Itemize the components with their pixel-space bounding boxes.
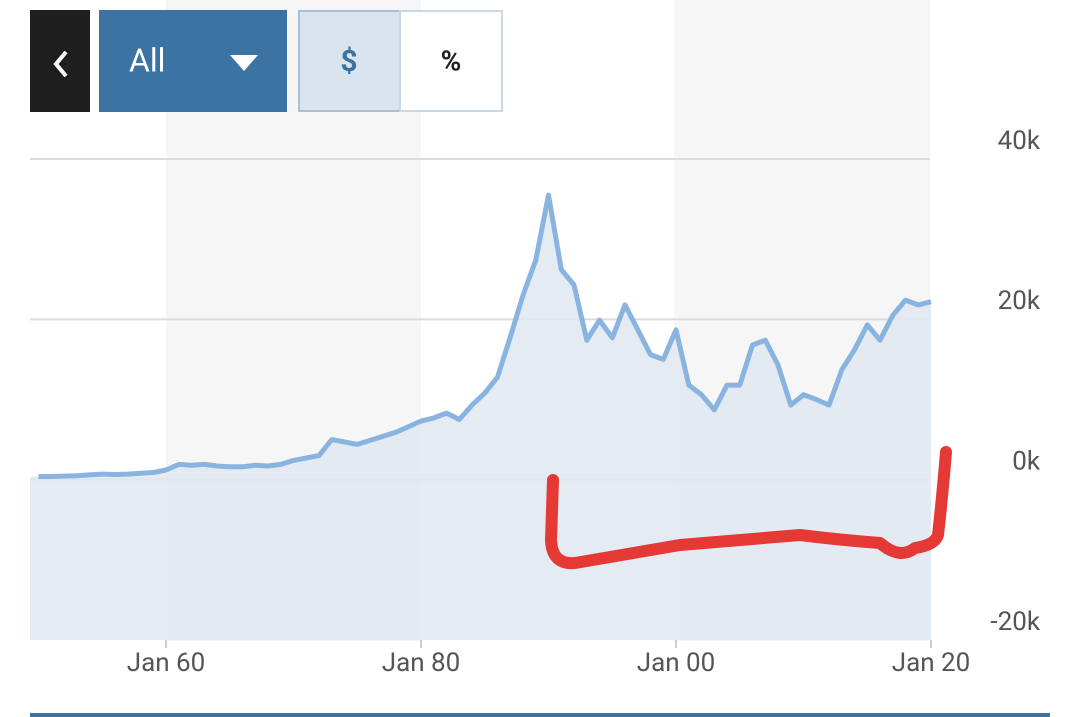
- dollar-label: $: [340, 44, 357, 79]
- back-icon: [53, 50, 68, 78]
- bottom-rule: [30, 713, 1050, 717]
- range-dropdown[interactable]: [99, 10, 287, 112]
- x-tick-label: Jan 60: [127, 648, 206, 678]
- percent-toggle[interactable]: [399, 10, 503, 112]
- dropdown-arrow: [230, 55, 258, 71]
- line: [38, 192, 932, 479]
- percent-label: %: [441, 44, 462, 77]
- y-tick-label: -20k: [990, 607, 1040, 637]
- y-tick-label: 40k: [998, 126, 1041, 156]
- x-tick-label: Jan 80: [382, 648, 461, 678]
- x-tick-label: Jan 00: [637, 648, 716, 678]
- dollar-toggle[interactable]: [298, 10, 401, 112]
- annotation-scribble: [545, 446, 952, 570]
- y-tick-label: 0k: [1012, 447, 1041, 477]
- y-tick-label: 20k: [998, 286, 1041, 316]
- x-tick-label: Jan 20: [892, 648, 971, 678]
- area: [30, 195, 931, 640]
- range-label: All: [129, 41, 165, 79]
